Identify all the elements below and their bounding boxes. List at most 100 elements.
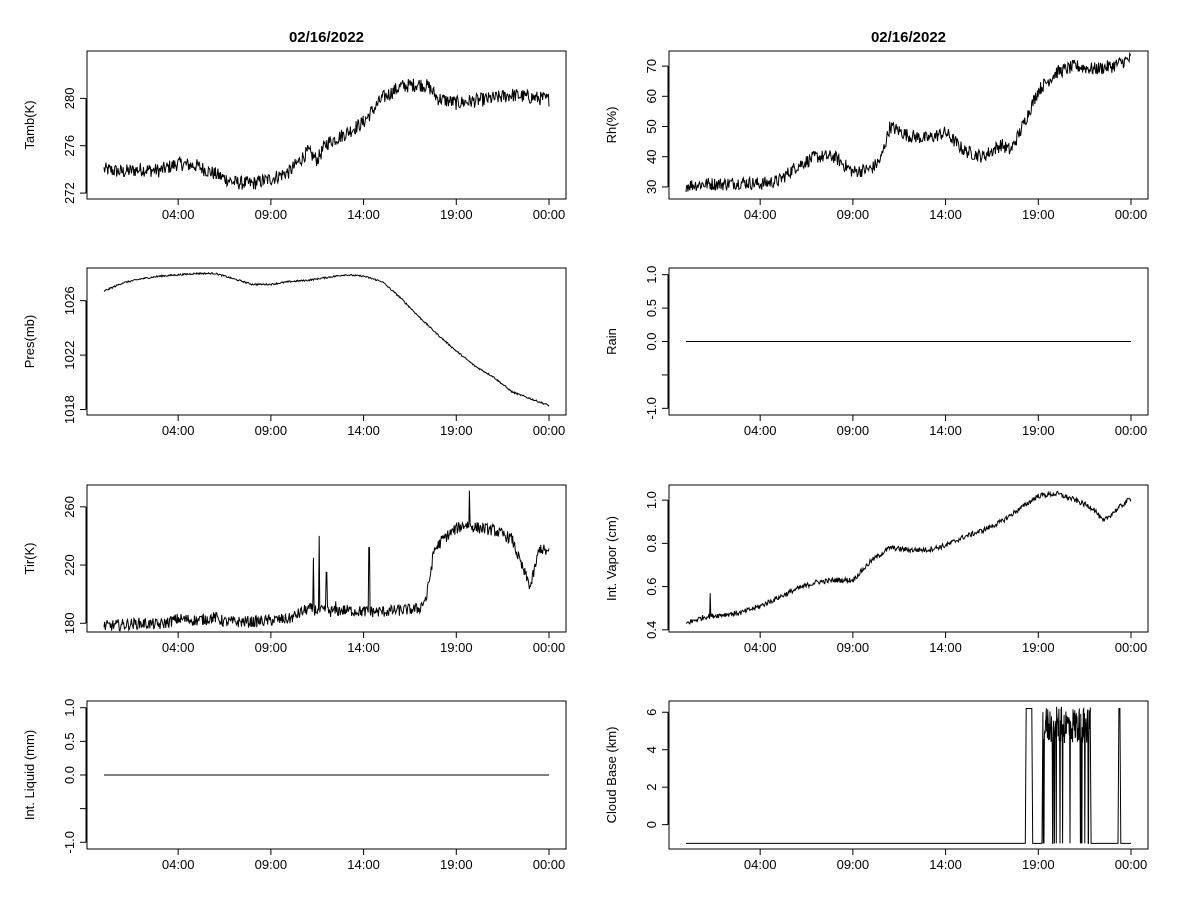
x-tick-label: 14:00 — [929, 640, 962, 655]
x-tick-label: 14:00 — [347, 640, 380, 655]
x-tick-label: 04:00 — [744, 857, 777, 872]
x-tick-label: 04:00 — [744, 423, 777, 438]
y-tick-label: 0.4 — [644, 621, 659, 639]
plot-frame — [668, 267, 1149, 416]
x-tick-label: 04:00 — [162, 640, 195, 655]
series-line-vapor — [685, 490, 1132, 625]
x-tick-label: 09:00 — [837, 857, 870, 872]
y-axis-title: Rain — [604, 328, 619, 355]
y-tick-label: -1.0 — [62, 831, 77, 853]
x-tick-label: 14:00 — [929, 207, 962, 222]
y-tick-label: 50 — [644, 119, 659, 133]
y-axis-title: Tamb(K) — [22, 100, 37, 149]
panel-cloud: 04:00 09:00 14:00 19:00 00:00 0 2 4 6 Cloud Base … — [604, 700, 1149, 872]
panel-title: 02/16/2022 — [871, 29, 946, 46]
y-tick-label: 272 — [62, 182, 77, 204]
panel-rain: 04:00 09:00 14:00 19:00 00:00 -1.0 0.0 0.5 1.0 Ra… — [604, 266, 1149, 438]
plot-frame — [668, 484, 1149, 633]
series-line-pres — [103, 271, 550, 407]
y-tick-label: 1.0 — [644, 266, 659, 284]
panel-tir: 04:00 09:00 14:00 19:00 00:00 180 220 260 Tir(K) — [22, 484, 567, 655]
y-tick-label: 4 — [644, 746, 659, 753]
x-tick-label: 19:00 — [440, 857, 473, 872]
x-tick-label: 19:00 — [440, 207, 473, 222]
x-tick-label: 09:00 — [255, 857, 288, 872]
y-tick-label: 40 — [644, 149, 659, 163]
y-axis-title: Cloud Base (km) — [604, 727, 619, 824]
x-tick-label: 19:00 — [440, 423, 473, 438]
y-tick-label: 0.5 — [644, 299, 659, 317]
plot-frame — [86, 484, 567, 633]
y-tick-label: 70 — [644, 59, 659, 73]
y-tick-label: 1.0 — [644, 491, 659, 509]
x-tick-label: 14:00 — [929, 857, 962, 872]
x-tick-label: 09:00 — [837, 207, 870, 222]
x-tick-label: 04:00 — [744, 207, 777, 222]
plot-frame — [86, 50, 567, 200]
x-tick-label: 00:00 — [1115, 857, 1148, 872]
x-tick-label: 19:00 — [1022, 640, 1055, 655]
y-axis-title: Rh(%) — [604, 107, 619, 144]
y-tick-label: 0.0 — [644, 332, 659, 350]
x-tick-label: 14:00 — [347, 423, 380, 438]
y-tick-label: 280 — [62, 88, 77, 110]
y-tick-label: 0.8 — [644, 534, 659, 552]
y-tick-label: 0.6 — [644, 578, 659, 596]
x-tick-label: 04:00 — [162, 857, 195, 872]
plot-frame — [86, 267, 567, 416]
y-tick-label: 0.5 — [62, 732, 77, 750]
series-line-cloud — [686, 706, 1131, 844]
y-tick-label: 260 — [62, 496, 77, 518]
series-line-rh — [685, 51, 1132, 193]
x-tick-label: 00:00 — [533, 423, 566, 438]
x-tick-label: 19:00 — [1022, 857, 1055, 872]
x-tick-label: 09:00 — [837, 640, 870, 655]
x-tick-label: 00:00 — [533, 857, 566, 872]
x-tick-label: 04:00 — [162, 207, 195, 222]
x-tick-label: 00:00 — [1115, 423, 1148, 438]
x-tick-label: 04:00 — [744, 640, 777, 655]
y-axis-title: Tir(K) — [22, 542, 37, 574]
y-tick-label: 1022 — [62, 341, 77, 370]
y-tick-label: 0 — [644, 821, 659, 828]
x-tick-label: 14:00 — [347, 857, 380, 872]
y-tick-label: 1026 — [62, 286, 77, 315]
x-tick-label: 00:00 — [1115, 640, 1148, 655]
x-tick-label: 19:00 — [1022, 423, 1055, 438]
panel-pres: 04:00 09:00 14:00 19:00 00:00 1018 1022 1026 Pre… — [22, 267, 567, 438]
x-tick-label: 09:00 — [255, 207, 288, 222]
x-tick-label: 00:00 — [533, 207, 566, 222]
y-tick-label: 6 — [644, 709, 659, 716]
plot-frame — [668, 700, 1149, 850]
panel-tamb: 02/16/2022 04:00 09:00 14:00 19:00 00:00 272 27… — [22, 29, 567, 222]
y-axis-title: Int. Liquid (mm) — [22, 730, 37, 820]
y-tick-label: 276 — [62, 135, 77, 157]
plot-frame — [86, 700, 567, 850]
panel-liquid: 04:00 09:00 14:00 19:00 00:00 -1.0 0.0 0.5 1.0 In… — [22, 699, 567, 872]
y-tick-label: 180 — [62, 612, 77, 634]
x-tick-label: 09:00 — [255, 640, 288, 655]
x-tick-label: 09:00 — [255, 423, 288, 438]
x-tick-label: 09:00 — [837, 423, 870, 438]
series-line-tamb — [103, 78, 550, 190]
x-tick-label: 19:00 — [440, 640, 473, 655]
x-tick-label: 00:00 — [1115, 207, 1148, 222]
y-tick-label: 1018 — [62, 395, 77, 424]
x-tick-label: 00:00 — [533, 640, 566, 655]
series-line-tir — [103, 490, 550, 632]
x-tick-label: 19:00 — [1022, 207, 1055, 222]
y-tick-label: -1.0 — [644, 397, 659, 419]
y-tick-label: 220 — [62, 554, 77, 576]
y-axis-title: Pres(mb) — [22, 315, 37, 368]
panel-rh: 02/16/2022 04:00 09:00 14:00 19:00 00:00 30 40 5… — [604, 29, 1149, 222]
x-tick-label: 14:00 — [929, 423, 962, 438]
y-tick-label: 1.0 — [62, 699, 77, 717]
y-axis-title: Int. Vapor (cm) — [604, 516, 619, 601]
y-tick-label: 60 — [644, 89, 659, 103]
panel-vapor: 04:00 09:00 14:00 19:00 00:00 0.4 0.6 0.8 1.0 Int… — [604, 484, 1149, 655]
y-tick-label: 2 — [644, 784, 659, 791]
x-tick-label: 04:00 — [162, 423, 195, 438]
panel-title: 02/16/2022 — [289, 29, 364, 46]
x-tick-label: 14:00 — [347, 207, 380, 222]
